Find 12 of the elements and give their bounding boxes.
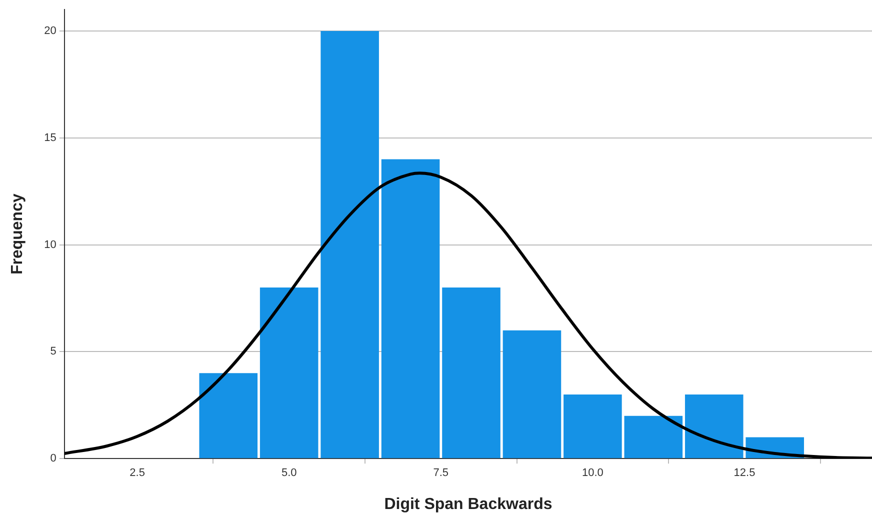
y-tick-label: 15 <box>44 132 56 144</box>
x-tick-label: 2.5 <box>130 467 145 480</box>
x-tick-label: 5.0 <box>281 467 297 480</box>
y-tick-label: 5 <box>50 346 56 358</box>
x-tick-label: 10.0 <box>582 467 604 480</box>
y-axis-title: Frequency <box>9 194 26 275</box>
x-axis-title: Digit Span Backwards <box>384 496 552 513</box>
y-tick-label: 0 <box>50 452 56 465</box>
y-tick-label: 10 <box>44 238 56 251</box>
y-tick-label: 20 <box>44 25 56 38</box>
x-tick-label: 12.5 <box>734 467 756 480</box>
x-tick-label: 7.5 <box>433 467 449 480</box>
